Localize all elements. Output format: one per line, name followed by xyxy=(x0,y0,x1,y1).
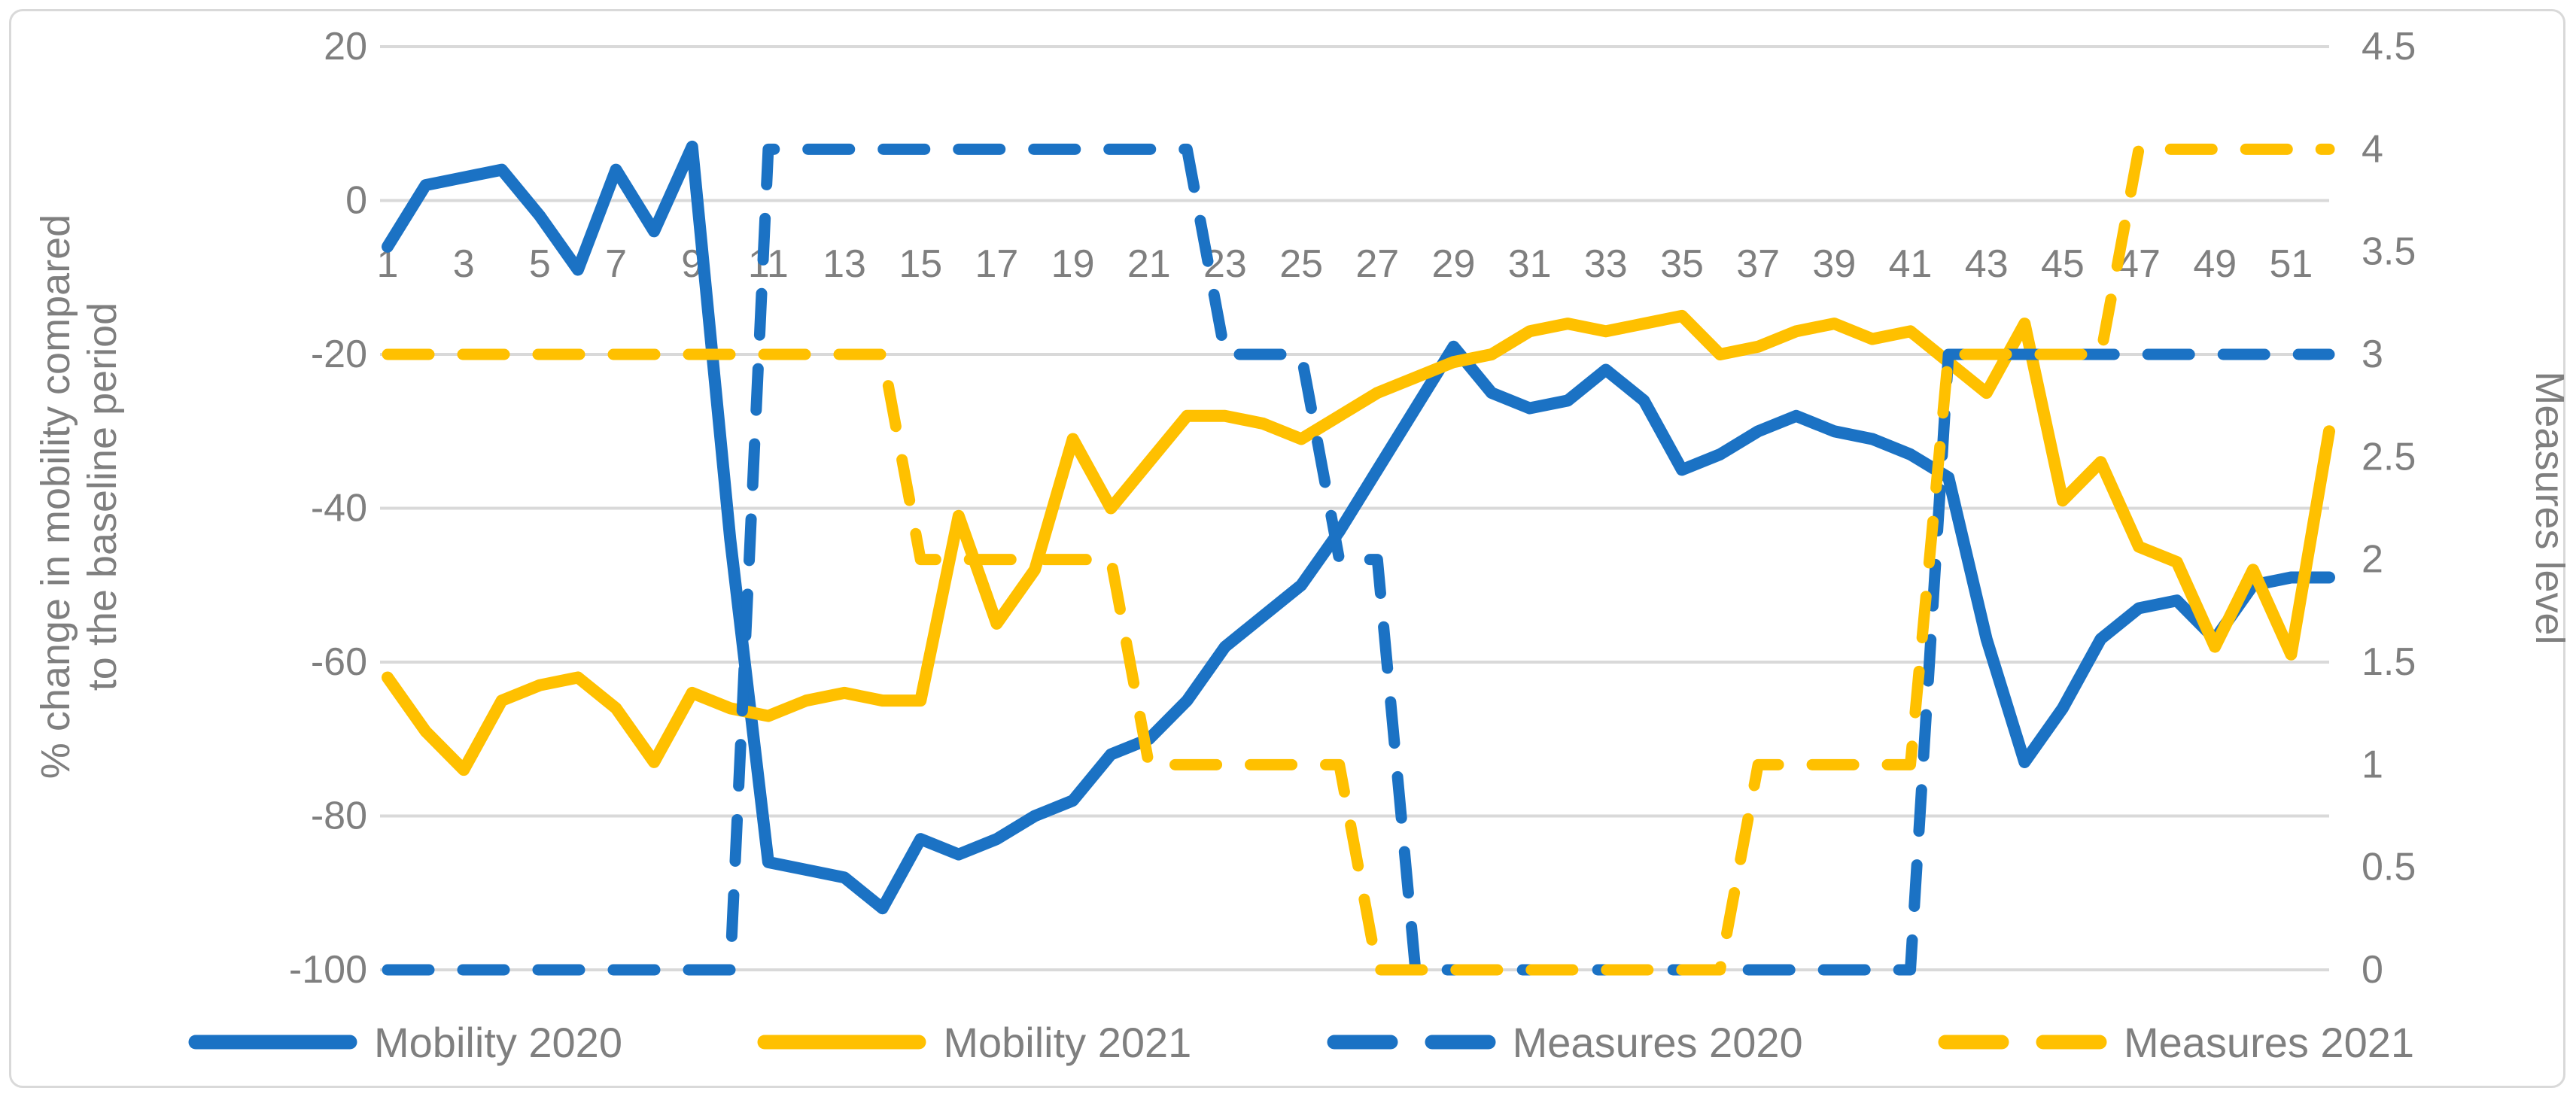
legend-label: Measures 2020 xyxy=(1512,1018,1803,1066)
right-tick-label: 3 xyxy=(2362,333,2383,376)
legend-swatch-dashed-line-icon xyxy=(1327,1035,1496,1050)
right-tick-label: 3.5 xyxy=(2362,230,2416,274)
legend-item-mobility-2021[interactable]: Mobility 2021 xyxy=(757,1018,1191,1067)
left-tick-label: 0 xyxy=(345,179,367,223)
legend-label: Mobility 2021 xyxy=(943,1018,1192,1066)
legend-label: Measures 2021 xyxy=(2123,1018,2414,1066)
right-tick-label: 4 xyxy=(2362,127,2383,171)
legend-item-measures-2021[interactable]: Measures 2021 xyxy=(1938,1018,2414,1067)
x-tick-label: 3 xyxy=(453,242,475,286)
x-tick-label: 31 xyxy=(1508,242,1552,286)
left-axis-title: % change in mobility compared to the bas… xyxy=(32,214,126,779)
left-tick-label: 20 xyxy=(324,25,367,68)
legend-swatch-dashed-line-icon xyxy=(1938,1035,2107,1050)
x-tick-label: 43 xyxy=(1965,242,2009,286)
legend-swatch-solid-line-icon xyxy=(757,1035,926,1050)
right-tick-label: 1.5 xyxy=(2362,640,2416,684)
right-tick-label: 0.5 xyxy=(2362,846,2416,889)
x-tick-label: 51 xyxy=(2269,242,2313,286)
right-tick-label: 1 xyxy=(2362,743,2383,786)
left-axis-title-line2: to the baseline period xyxy=(80,302,125,691)
chart-legend: Mobility 2020 Mobility 2021 Measures 2020 M… xyxy=(188,1010,2414,1074)
x-tick-label: 29 xyxy=(1432,242,1476,286)
left-axis-title-line1: % change in mobility compared xyxy=(33,214,78,779)
right-axis-title: Measures level xyxy=(2527,371,2572,645)
x-tick-label: 19 xyxy=(1051,242,1095,286)
legend-item-mobility-2020[interactable]: Mobility 2020 xyxy=(188,1018,622,1067)
x-tick-label: 39 xyxy=(1812,242,1856,286)
right-tick-label: 2 xyxy=(2362,538,2383,582)
x-tick-label: 45 xyxy=(2041,242,2085,286)
series-line-mobility-2020 xyxy=(382,140,2335,915)
x-tick-label: 21 xyxy=(1127,242,1171,286)
series-line-measures-2021 xyxy=(382,143,2335,976)
x-tick-label: 49 xyxy=(2193,242,2237,286)
left-tick-label: -60 xyxy=(311,640,367,684)
x-tick-label: 5 xyxy=(529,242,551,286)
left-tick-label: -100 xyxy=(289,948,367,992)
left-tick-label: -40 xyxy=(311,487,367,530)
x-tick-label: 41 xyxy=(1889,242,1933,286)
series-line-mobility-2021 xyxy=(382,309,2335,776)
legend-item-measures-2020[interactable]: Measures 2020 xyxy=(1327,1018,1803,1067)
x-tick-label: 25 xyxy=(1279,242,1323,286)
x-tick-label: 37 xyxy=(1736,242,1780,286)
right-tick-label: 2.5 xyxy=(2362,435,2416,479)
left-tick-label: -20 xyxy=(311,333,367,376)
x-tick-label: 7 xyxy=(605,242,627,286)
x-tick-label: 17 xyxy=(975,242,1018,286)
x-tick-label: 35 xyxy=(1660,242,1704,286)
right-tick-label: 0 xyxy=(2362,948,2383,992)
right-tick-label: 4.5 xyxy=(2362,25,2416,68)
x-tick-label: 15 xyxy=(899,242,942,286)
x-tick-label: 13 xyxy=(823,242,866,286)
legend-label: Mobility 2020 xyxy=(374,1018,622,1066)
legend-swatch-solid-line-icon xyxy=(188,1035,357,1050)
x-tick-label: 33 xyxy=(1584,242,1628,286)
x-tick-label: 27 xyxy=(1355,242,1399,286)
left-tick-label: -80 xyxy=(311,795,367,838)
